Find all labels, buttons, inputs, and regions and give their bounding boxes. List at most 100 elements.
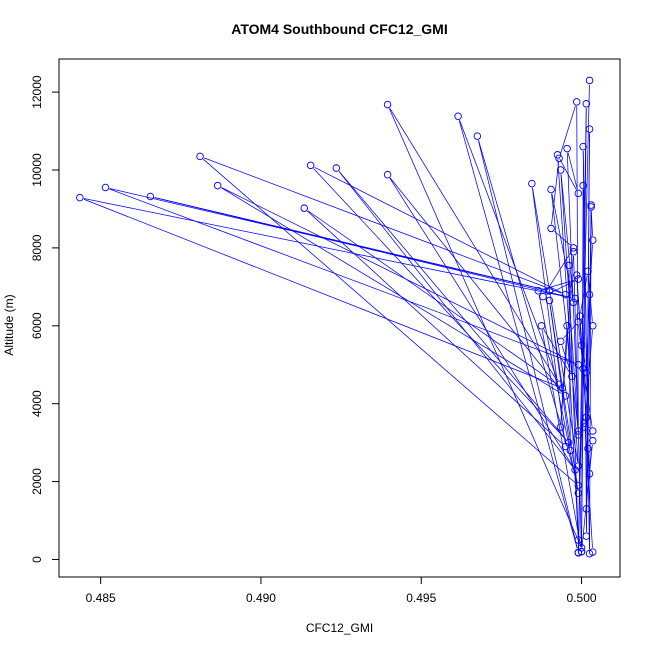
data-point [584,267,592,276]
y-tick-label: 6000 [30,312,44,339]
y-tick-label: 12000 [30,75,44,109]
data-point [574,189,583,198]
data-point [577,547,586,556]
series-segment [307,210,559,386]
data-point [534,286,543,295]
data-point [101,183,110,192]
series-segment [579,320,590,470]
series-segment [458,120,578,549]
data-point [553,151,562,159]
data-point [580,419,589,427]
data-point [569,248,578,256]
data-point [582,100,591,108]
series-segment [545,251,572,294]
series-segment [581,349,586,369]
series-segment [554,230,571,246]
data-point [574,489,583,498]
data-point [574,462,583,470]
series-segment [109,188,575,364]
series-segment [314,166,562,294]
data-point [580,423,589,431]
series-segment [568,269,571,447]
series-segment [581,189,584,548]
data-point [558,384,567,392]
series-lines [83,84,593,550]
series-segment [203,157,562,294]
data-point [561,442,570,451]
series-segment [83,198,571,299]
series-segment [563,324,576,339]
data-point [547,224,555,233]
data-point [556,166,565,174]
data-point [300,204,308,212]
series-segment [561,345,571,373]
data-point [547,185,555,194]
data-point [579,142,587,151]
data-point [569,244,578,252]
data-point [566,446,575,455]
data-point [589,548,597,556]
series-segment [581,444,593,548]
series-segment [566,152,579,427]
y-tick-label: 8000 [30,234,44,261]
series-segment [307,210,563,444]
data-point [572,271,581,279]
data-point [574,431,583,439]
series-segment [578,326,584,365]
data-point [579,181,587,190]
series-segment [313,168,567,440]
series-segment [338,171,567,440]
data-point [213,181,222,190]
y-axis: 0 2000 4000 6000 8000 10000 12000 [30,75,60,563]
data-point [539,292,547,301]
data-point [585,470,594,478]
data-point [383,170,392,179]
data-point [332,164,341,172]
series-segment [538,294,578,490]
data-point [556,337,565,346]
series-segment [584,330,593,423]
data-point [589,427,597,435]
x-axis-label: CFC12_GMI [306,621,373,635]
series-segment [543,329,571,373]
series-segment [583,372,593,427]
data-point [589,236,597,244]
data-point [569,298,578,307]
data-point [574,318,583,326]
data-point [587,203,595,211]
series-segment [560,174,574,299]
data-point [589,322,597,330]
series-segment [83,198,559,387]
y-tick-label: 4000 [30,390,44,417]
data-point [545,296,554,305]
y-tick-label: 2000 [30,468,44,495]
data-point [577,341,586,350]
data-point [574,548,583,557]
data-point [306,161,315,170]
series-segment [560,256,574,423]
series-segment [576,106,579,431]
x-axis: 0.485 0.490 0.495 0.500 [86,576,597,605]
data-point [564,261,573,270]
data-point [574,360,583,369]
data-point [574,427,583,435]
data-point [585,125,594,133]
series-segment [566,330,579,536]
y-tick-label: 0 [30,556,44,563]
series-segment [541,329,582,548]
data-point [571,294,579,303]
data-point [561,392,570,400]
data-point [545,286,554,295]
data-point [146,192,155,201]
series-segment [221,187,563,394]
data-point [574,481,583,490]
series-segment [587,275,593,322]
x-tick-label: 0.490 [246,591,276,605]
series-segment [154,197,572,298]
series-segment [590,211,593,236]
data-point [196,152,204,161]
series-segment [557,159,579,462]
plot-frame [58,58,621,578]
data-point [587,201,595,209]
